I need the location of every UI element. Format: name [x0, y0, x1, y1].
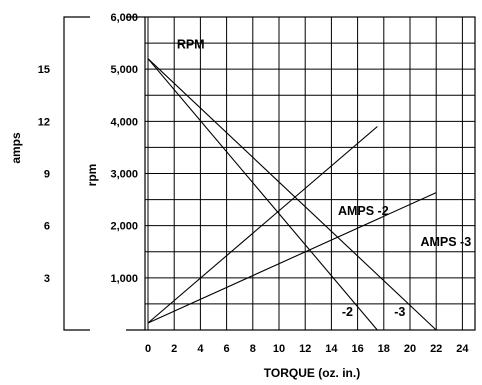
x-tick-label-0: 0: [145, 343, 151, 355]
series-line-4: [147, 192, 437, 324]
x-tick-label-1: 2: [171, 343, 177, 355]
rpm-tick-label-2: 3,000: [110, 169, 138, 181]
annotation-1: RPM: [177, 37, 205, 51]
rpm-tick-label-3: 4,000: [110, 116, 138, 128]
x-tick-label-11: 22: [430, 343, 442, 355]
annotation-3: AMPS -3: [420, 235, 471, 249]
x-tick-label-10: 20: [404, 343, 416, 355]
rpm-tick-label-1: 2,000: [110, 221, 138, 233]
rpm-tick-label-4: 5,000: [110, 64, 138, 76]
x-tick-label-2: 4: [197, 343, 204, 355]
x-tick-label-4: 8: [250, 343, 256, 355]
amps-axis-bracket: [63, 16, 90, 331]
amps-tick-label-2: 9: [44, 169, 50, 181]
plot-frame: [144, 16, 476, 331]
label-layer: 0 2 4 6 8 10 12 14 16 18 20 22 241,0002,0003,0004,00…: [38, 12, 471, 355]
series-line-1: [147, 58, 378, 331]
x-tick-label-7: 14: [325, 343, 338, 355]
rpm-tick-label-0: 1,000: [110, 273, 138, 285]
series-layer: [147, 58, 437, 331]
amps-tick-label-0: 3: [44, 273, 50, 285]
series-line-2: [147, 58, 437, 331]
annotation-5: -3: [394, 305, 405, 319]
grid-layer: [145, 17, 475, 330]
rpm-axis-bracket: [126, 16, 145, 331]
rpm-tick-label-5: 6,000: [110, 12, 138, 24]
x-tick-label-6: 12: [299, 343, 311, 355]
amps-tick-label-4: 15: [38, 64, 50, 76]
amps-axis-title: amps: [9, 132, 23, 164]
x-axis-title: TORQUE (oz. in.): [264, 366, 360, 380]
amps-tick-label-1: 6: [44, 221, 50, 233]
x-tick-label-9: 18: [378, 343, 390, 355]
x-tick-label-12: 24: [456, 343, 469, 355]
axis-layer: [63, 16, 476, 331]
x-tick-label-5: 10: [273, 343, 285, 355]
rpm-axis-title: rpm: [85, 164, 99, 187]
x-tick-label-8: 16: [351, 343, 363, 355]
x-tick-label-3: 6: [224, 343, 230, 355]
amps-tick-label-3: 12: [38, 116, 50, 128]
annotation-2: AMPS -2: [338, 204, 389, 218]
annotation-4: -2: [342, 305, 353, 319]
series-line-3: [147, 126, 378, 324]
